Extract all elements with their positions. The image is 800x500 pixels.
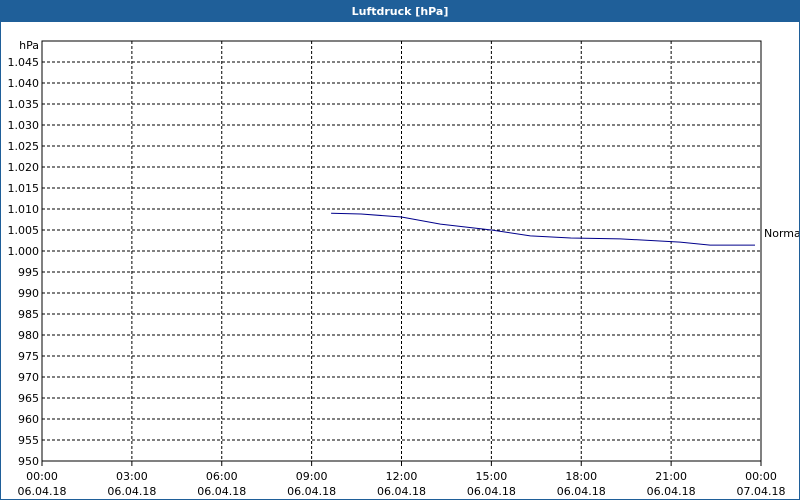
y-tick-label: 950: [18, 455, 39, 468]
x-tick-label: 00:00: [26, 470, 58, 483]
y-tick-label: 1.035: [8, 98, 40, 111]
x-tick-label: 09:00: [296, 470, 328, 483]
x-tick-date: 06.04.18: [647, 485, 696, 498]
y-tick-label: 1.040: [8, 77, 40, 90]
y-tick-label: 965: [18, 392, 39, 405]
y-tick-label: 970: [18, 371, 39, 384]
y-tick-label: 1.025: [8, 140, 40, 153]
y-tick-label: 1.000: [8, 245, 40, 258]
y-tick-label: 990: [18, 287, 39, 300]
x-tick-date: 06.04.18: [557, 485, 606, 498]
y-tick-label: 975: [18, 350, 39, 363]
y-tick-label: 1.020: [8, 161, 40, 174]
y-tick-label: 985: [18, 308, 39, 321]
y-tick-label: 1.030: [8, 119, 40, 132]
x-tick-label: 12:00: [386, 470, 418, 483]
x-tick-label: 15:00: [476, 470, 508, 483]
y-tick-label: 1.015: [8, 182, 40, 195]
x-tick-label: 21:00: [655, 470, 687, 483]
plot-frame: [41, 40, 762, 462]
title-bar: Luftdruck [hPa]: [1, 1, 799, 22]
y-axis-label: hPa: [19, 39, 39, 52]
y-tick-label: 1.045: [8, 56, 40, 69]
series-label: Normal: [764, 227, 799, 240]
x-tick-date: 06.04.18: [287, 485, 336, 498]
y-tick-label: 955: [18, 434, 39, 447]
x-tick-date: 06.04.18: [18, 485, 67, 498]
y-tick-label: 960: [18, 413, 39, 426]
line-series: [331, 212, 756, 246]
x-tick-date: 06.04.18: [467, 485, 516, 498]
x-tick-label: 03:00: [116, 470, 148, 483]
y-tick-label: 980: [18, 329, 39, 342]
y-tick-label: 995: [18, 266, 39, 279]
x-tick-label: 06:00: [206, 470, 238, 483]
x-tick-date: 06.04.18: [377, 485, 426, 498]
y-tick-label: 1.010: [8, 203, 40, 216]
x-tick-date: 07.04.18: [737, 485, 786, 498]
x-tick-label: 00:00: [745, 470, 777, 483]
x-tick-label: 18:00: [565, 470, 597, 483]
x-tick-date: 06.04.18: [107, 485, 156, 498]
x-tick-date: 06.04.18: [197, 485, 246, 498]
y-tick-label: 1.005: [8, 224, 40, 237]
